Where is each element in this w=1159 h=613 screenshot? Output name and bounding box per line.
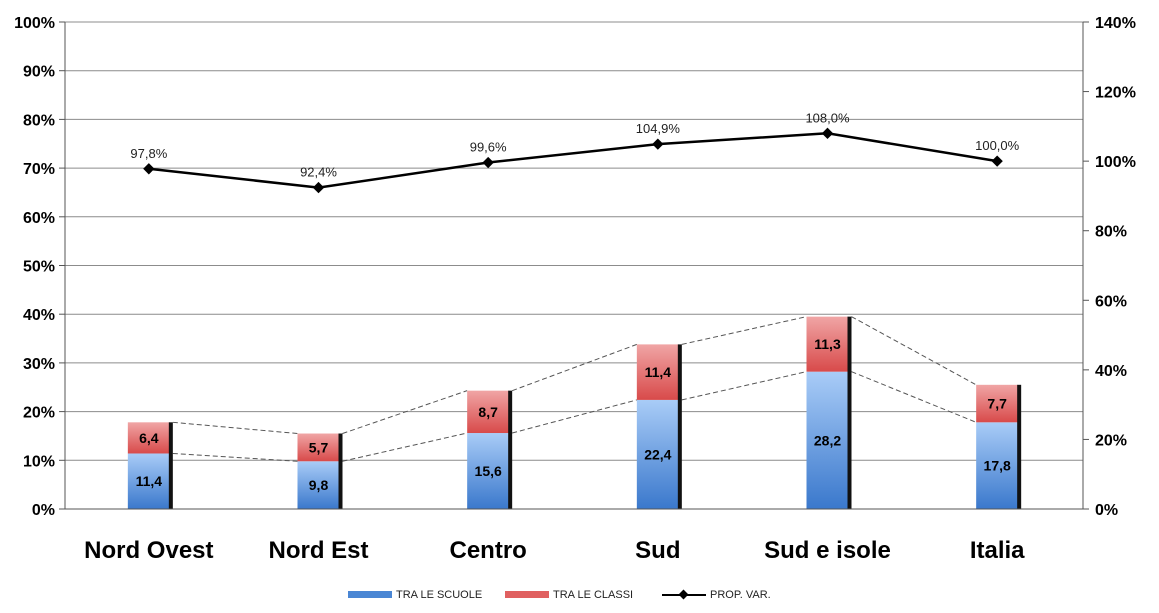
category-label: Sud <box>635 537 680 564</box>
bar-value-label: 7,7 <box>987 396 1007 412</box>
left-axis-tick-label: 80% <box>23 112 55 129</box>
connector-line <box>511 343 638 392</box>
right-axis-tick-label: 20% <box>1095 432 1127 449</box>
prop-var-marker <box>482 156 494 169</box>
bar-value-label: 8,7 <box>478 404 498 420</box>
bar-shadow <box>677 344 682 509</box>
bar-value-label: 11,3 <box>814 336 841 352</box>
right-axis-tick-label: 60% <box>1095 293 1127 310</box>
category-label: Nord Ovest <box>84 537 213 564</box>
right-axis-tick-label: 0% <box>1095 502 1118 519</box>
connector-line <box>681 371 807 401</box>
legend-label: TRA LE CLASSI <box>553 589 633 601</box>
prop-var-marker <box>312 181 325 194</box>
bar-shadow <box>847 316 852 509</box>
prop-var-label: 99,6% <box>470 140 507 155</box>
bar-tra-le-scuole <box>806 371 849 509</box>
category-label: Italia <box>970 537 1025 564</box>
bar-tra-le-scuole <box>467 433 510 509</box>
bar-tra-le-classi <box>636 344 679 400</box>
connector-line <box>851 316 977 386</box>
gridlines <box>65 21 1083 510</box>
bar-tra-le-classi <box>976 384 1019 423</box>
bar-tra-le-classi <box>467 390 510 434</box>
bar-value-label: 28,2 <box>814 432 841 448</box>
prop-var-label: 92,4% <box>300 165 337 180</box>
prop-var-label: 108,0% <box>805 110 850 125</box>
left-axis-tick-label: 50% <box>23 259 55 276</box>
bar-value-label: 22,4 <box>644 446 671 462</box>
left-axis-tick-label: 20% <box>23 405 55 422</box>
left-axis-tick-label: 60% <box>23 210 55 227</box>
prop-var-label: 97,8% <box>130 146 167 161</box>
bar-tra-le-classi <box>806 316 849 372</box>
category-label: Nord Est <box>268 537 368 564</box>
left-axis-tick-label: 70% <box>23 161 55 178</box>
axes: 0% 10% 20% 30% 40% 50% 60% 70% 80% 90% 100% 0% 20% 40… <box>14 15 1136 564</box>
bar-tra-le-scuole <box>636 399 679 509</box>
left-axis-tick-label: 100% <box>14 15 55 32</box>
legend-marker-prop-var <box>678 589 689 600</box>
bar-value-label: 9,8 <box>309 477 329 493</box>
prop-var-marker <box>143 163 155 175</box>
prop-var-marker <box>652 138 664 150</box>
category-label: Centro <box>449 537 526 564</box>
right-axis-tick-label: 100% <box>1095 154 1136 171</box>
right-axis-tick-label: 40% <box>1095 363 1127 380</box>
bar-value-label: 11,4 <box>136 473 163 489</box>
connector-line <box>342 390 468 434</box>
bar-shadow <box>508 390 513 509</box>
legend: TRA LE SCUOLE TRA LE CLASSI PROP. VAR. <box>348 589 771 601</box>
legend-swatch-tra-le-scuole <box>348 591 392 598</box>
legend-swatch-tra-le-classi <box>505 591 549 598</box>
bar-shadow <box>1017 384 1022 509</box>
left-axis-tick-label: 10% <box>23 453 55 470</box>
bar-value-label: 15,6 <box>475 463 502 479</box>
prop-var-marker <box>821 127 834 139</box>
prop-var-line: 97,8% 92,4% 99,6% 104,9% 108,0% 100,0% <box>130 110 1020 194</box>
bar-tra-le-scuole <box>297 461 340 509</box>
legend-label: PROP. VAR. <box>710 589 771 601</box>
prop-var-label: 100,0% <box>975 138 1020 153</box>
left-axis-tick-label: 0% <box>32 502 55 519</box>
bar-shadow <box>168 422 173 509</box>
bar-value-label: 11,4 <box>645 364 672 380</box>
left-axis-tick-label: 90% <box>23 64 55 81</box>
connector-line <box>342 432 468 462</box>
right-axis-tick-label: 140% <box>1095 15 1136 32</box>
left-axis-tick-label: 30% <box>23 356 55 373</box>
right-axis-tick-label: 120% <box>1095 85 1136 102</box>
bar-tra-le-scuole <box>976 422 1019 509</box>
bar-shadow <box>338 433 343 509</box>
prop-var-polyline <box>148 132 998 189</box>
right-axis-tick-label: 80% <box>1095 224 1127 241</box>
bar-tra-le-classi <box>127 422 170 454</box>
category-label: Sud e isole <box>764 537 891 564</box>
bar-value-label: 6,4 <box>139 430 159 446</box>
left-axis-tick-label: 40% <box>23 307 55 324</box>
bar-connector-lines <box>172 316 977 462</box>
connector-line <box>172 452 298 462</box>
prop-var-marker <box>991 155 1003 167</box>
bar-tra-le-scuole <box>127 453 170 509</box>
connector-line <box>851 371 977 423</box>
bars: 11,4 6,4 9,8 5,7 15,6 8,7 22,4 11,4 28,2 11,3 17,8… <box>127 316 1022 509</box>
bar-value-label: 5,7 <box>309 439 329 455</box>
bar-value-label: 17,8 <box>984 458 1011 474</box>
connector-line <box>172 421 298 435</box>
bar-tra-le-classi <box>297 433 340 462</box>
connector-line <box>681 316 807 345</box>
prop-var-label: 104,9% <box>636 121 681 136</box>
legend-label: TRA LE SCUOLE <box>396 589 482 601</box>
connector-line <box>512 399 637 434</box>
